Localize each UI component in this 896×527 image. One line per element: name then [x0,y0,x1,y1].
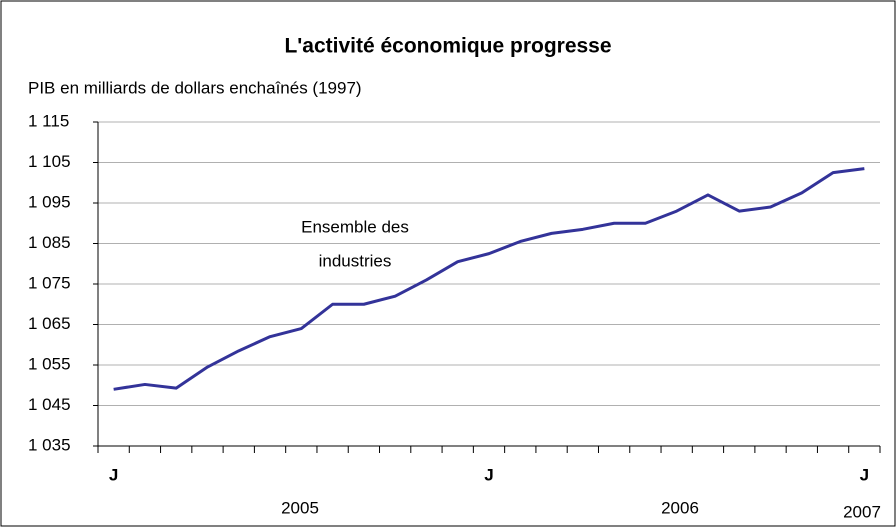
y-tick-label: 1 115 [28,111,69,130]
year-label: 2007 [843,502,881,521]
x-tick-label: J [860,465,869,484]
y-tick-label: 1 045 [28,395,71,414]
annotation: industries [319,251,392,270]
x-tick-label: J [109,465,118,484]
y-tick-label: 1 035 [28,435,71,454]
year-label: 2006 [661,498,699,517]
y-tick-label: 1 075 [28,273,71,292]
line-series [113,167,865,391]
y-tick-label: 1 095 [28,192,71,211]
y-tick-label: 1 105 [28,152,71,171]
y-tick-label: 1 055 [28,354,71,373]
year-label: 2005 [281,498,319,517]
y-tick-label: 1 085 [28,233,71,252]
subtitle: PIB en milliards de dollars enchaînés (1… [28,78,362,97]
chart-title: L'activité économique progresse [284,35,611,58]
y-tick-label: 1 065 [28,314,71,333]
annotation: Ensemble des [301,217,409,236]
x-tick-label: J [484,465,493,484]
